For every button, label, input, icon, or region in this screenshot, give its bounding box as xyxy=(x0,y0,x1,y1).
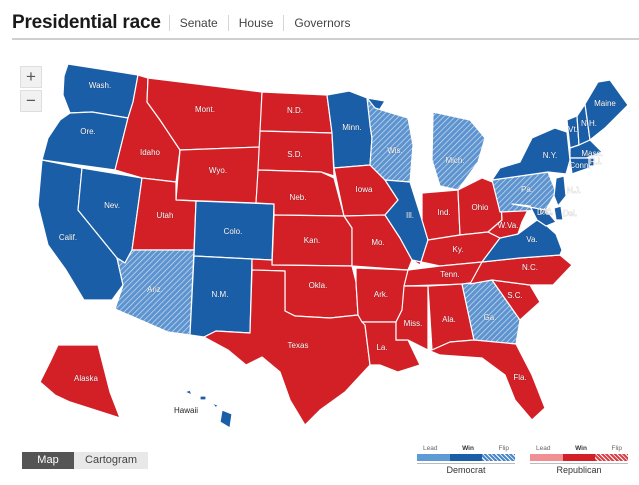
state-label-minn: Minn. xyxy=(342,123,362,132)
cartogram-view-button[interactable]: Cartogram xyxy=(74,452,148,469)
state-label-wash: Wash. xyxy=(89,81,111,90)
state-conn[interactable] xyxy=(569,157,590,175)
state-va[interactable] xyxy=(481,219,563,263)
state-s-d[interactable] xyxy=(257,130,335,177)
state-label-mass: Mass. xyxy=(581,149,602,158)
state-label-w-va: W.Va. xyxy=(498,221,519,230)
state-label-maine: Maine xyxy=(594,99,616,108)
state-wyo[interactable] xyxy=(175,146,261,204)
state-label-va: Va. xyxy=(526,235,537,244)
page-header: Presidential race Senate House Governors xyxy=(12,8,639,40)
state-wis[interactable] xyxy=(366,97,414,183)
state-label-la: La. xyxy=(376,343,387,352)
zoom-out-button[interactable]: − xyxy=(20,90,42,112)
state-label-ky: Ky. xyxy=(453,245,464,254)
minus-icon: − xyxy=(26,91,36,110)
legend-rep-win-label: Win xyxy=(575,445,587,452)
state-label-s-c: S.C. xyxy=(507,291,523,300)
state-label-kan: Kan. xyxy=(304,236,320,245)
state-n-j[interactable] xyxy=(553,175,567,207)
state-miss[interactable] xyxy=(395,285,429,351)
state-md[interactable] xyxy=(511,203,557,227)
state-label-ill: Ill. xyxy=(406,211,414,220)
state-label-del: Del. xyxy=(563,209,577,218)
state-label-iowa: Iowa xyxy=(356,185,373,194)
state-label-wis: Wis. xyxy=(387,146,403,155)
legend-rep-flip-label: Flip xyxy=(611,445,622,452)
state-label-okla: Okla. xyxy=(309,281,328,290)
state-label-n-c: N.C. xyxy=(522,263,538,272)
state-wash[interactable] xyxy=(62,63,139,119)
state-label-vt: Vt. xyxy=(568,125,578,134)
legend-dem-lead-label: Lead xyxy=(423,445,438,452)
state-label-utah: Utah xyxy=(157,211,174,220)
state-label-mo: Mo. xyxy=(371,238,384,247)
legend-rep-flip-swatch xyxy=(595,454,629,461)
state-texas[interactable] xyxy=(203,269,371,426)
legend-dem-win-swatch xyxy=(449,454,483,461)
legend-rep-name: Republican xyxy=(530,463,628,475)
legend-dem-lead-swatch xyxy=(417,454,450,461)
state-label-miss: Miss. xyxy=(404,319,423,328)
state-label-n-h: N.H. xyxy=(581,119,597,128)
tab-house[interactable]: House xyxy=(227,15,284,31)
legend-dem-flip-label: Flip xyxy=(498,445,509,452)
state-label-texas: Texas xyxy=(288,341,309,350)
zoom-in-button[interactable]: + xyxy=(20,66,42,88)
state-label-ga: Ga. xyxy=(484,313,497,322)
map-view-button[interactable]: Map xyxy=(22,452,74,469)
state-label-neb: Neb. xyxy=(290,193,307,202)
state-label-n-y: N.Y. xyxy=(543,151,558,160)
state-label-mont: Mont. xyxy=(195,105,215,114)
state-label-ind: Ind. xyxy=(437,208,450,217)
state-label-d-c: D.C. xyxy=(537,208,553,217)
legend-democrat: Lead Win Flip Democrat xyxy=(417,445,516,475)
legend-rep-win-swatch xyxy=(562,454,596,461)
state-label-ohio: Ohio xyxy=(472,203,489,212)
state-label-ark: Ark. xyxy=(374,290,388,299)
state-label-ore: Ore. xyxy=(80,127,96,136)
state-label-fla: Fla. xyxy=(513,373,526,382)
state-label-ariz: Ariz. xyxy=(147,285,163,294)
state-label-nev: Nev. xyxy=(104,201,120,210)
page-title: Presidential race xyxy=(12,12,161,33)
legend-republican: Lead Win Flip Republican xyxy=(530,445,629,475)
state-label-tenn: Tenn. xyxy=(440,270,460,279)
state-label-s-d: S.D. xyxy=(287,150,303,159)
state-alaska[interactable] xyxy=(39,344,121,419)
state-label-r-i: R.I. xyxy=(590,157,602,166)
state-label-colo: Colo. xyxy=(224,227,243,236)
state-ore[interactable] xyxy=(41,111,129,171)
state-label-wyo: Wyo. xyxy=(209,166,227,175)
us-election-map: Wash. Ore. Calif. Nev. Idaho Mont. Wyo. Utah Col… xyxy=(37,63,629,429)
state-label-ala: Ala. xyxy=(442,315,456,324)
state-label-mich: Mich. xyxy=(445,156,464,165)
state-label-calif: Calif. xyxy=(59,233,77,242)
state-label-idaho: Idaho xyxy=(140,148,161,157)
state-label-pa: Pa. xyxy=(521,185,533,194)
state-label-n-j: N.J. xyxy=(567,186,581,195)
view-toggle: Map Cartogram xyxy=(22,452,148,469)
legend-rep-lead-label: Lead xyxy=(536,445,551,452)
legend-dem-flip-swatch xyxy=(482,454,516,461)
plus-icon: + xyxy=(26,67,36,86)
state-label-md: Md. xyxy=(539,207,552,216)
legend-dem-name: Democrat xyxy=(417,463,515,475)
state-label-n-m: N.M. xyxy=(212,290,229,299)
legend-dem-win-label: Win xyxy=(462,445,474,452)
state-del[interactable] xyxy=(553,205,564,221)
state-maine[interactable] xyxy=(584,79,629,141)
tab-senate[interactable]: Senate xyxy=(168,15,228,31)
tab-governors[interactable]: Governors xyxy=(283,15,360,31)
legend-rep-lead-swatch xyxy=(530,454,563,461)
state-label-hawaii: Hawaii xyxy=(174,406,198,415)
state-label-conn: Conn. xyxy=(569,161,590,170)
state-hawaii[interactable] xyxy=(184,389,233,429)
state-label-n-d: N.D. xyxy=(287,106,303,115)
state-mich[interactable] xyxy=(431,111,486,191)
state-n-y[interactable] xyxy=(491,127,571,181)
state-label-alaska: Alaska xyxy=(74,374,99,383)
state-fla[interactable] xyxy=(427,339,546,421)
